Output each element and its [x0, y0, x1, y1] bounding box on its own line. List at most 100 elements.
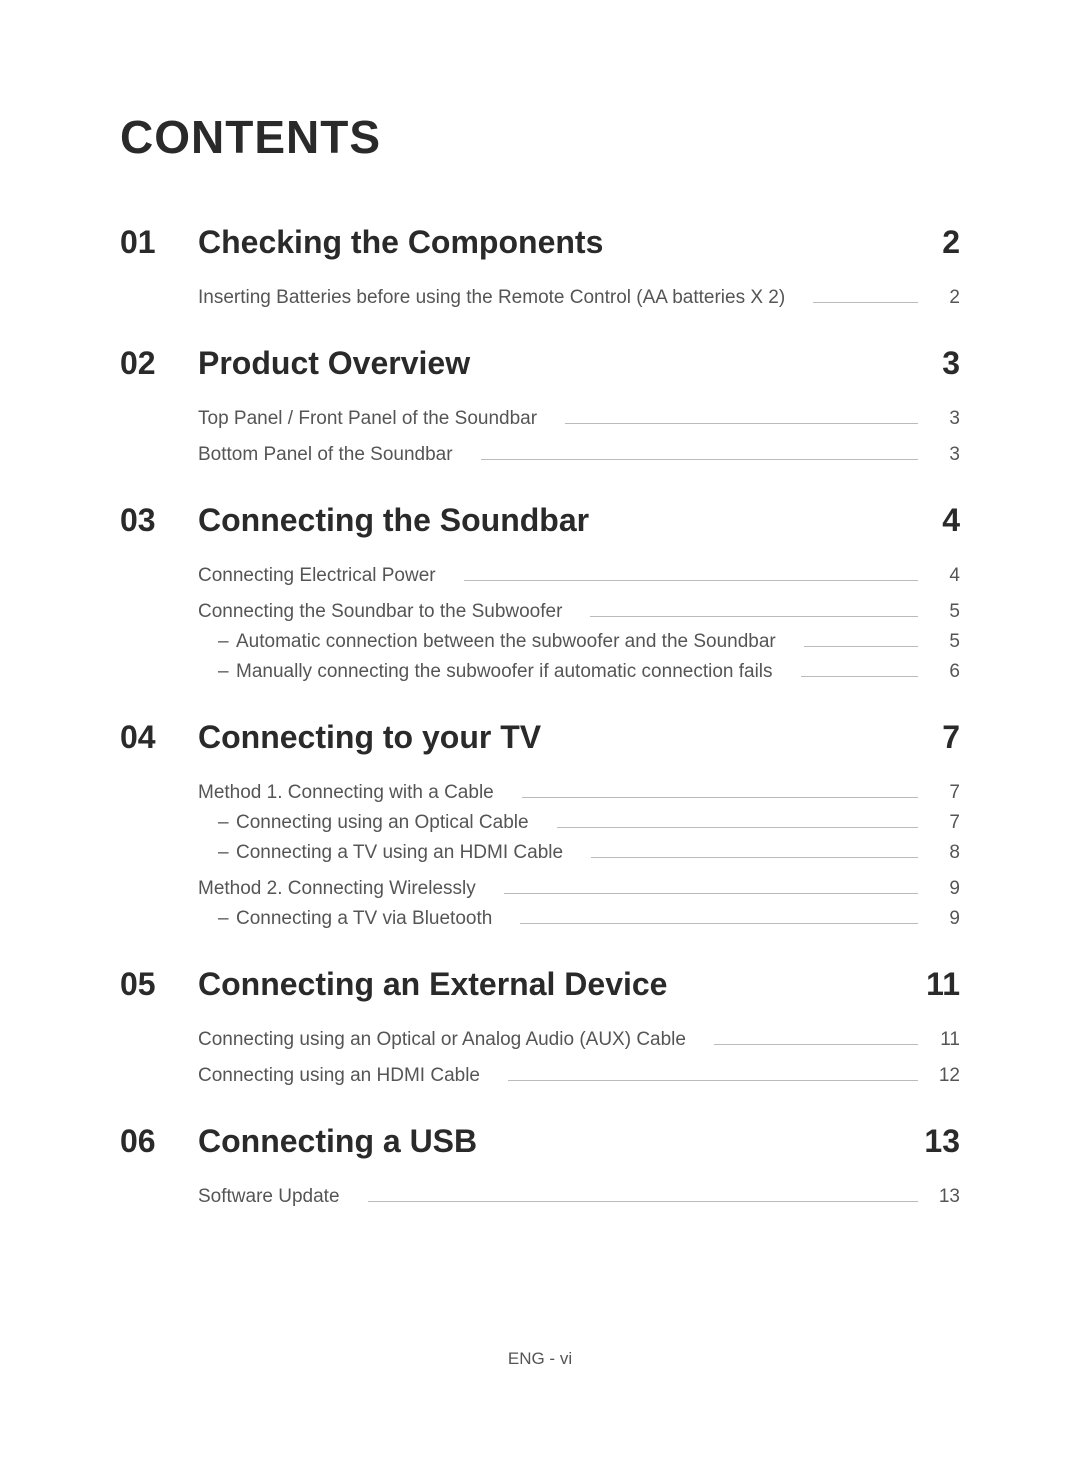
toc-section-head: 04Connecting to your TV7 [120, 719, 960, 756]
dash-icon: – [218, 661, 236, 683]
toc-entry: Connecting the Soundbar to the Subwoofer… [198, 601, 960, 623]
toc-leader-line [520, 923, 918, 924]
toc-section-page: 3 [920, 345, 960, 382]
toc-entry-page: 5 [936, 601, 960, 623]
toc-leader-line [804, 646, 918, 647]
toc-entries: Software Update13 [120, 1186, 960, 1208]
toc-section-page: 7 [920, 719, 960, 756]
toc-entry-text: Bottom Panel of the Soundbar [198, 444, 453, 466]
toc-entry-page: 12 [936, 1065, 960, 1087]
toc-entry: Top Panel / Front Panel of the Soundbar 3 [198, 408, 960, 430]
toc-entry-page: 2 [936, 287, 960, 309]
toc-entries: Inserting Batteries before using the Rem… [120, 287, 960, 309]
toc-entry-text: Inserting Batteries before using the Rem… [198, 287, 785, 309]
toc-leader-line [522, 797, 918, 798]
toc-section-head: 06Connecting a USB13 [120, 1123, 960, 1160]
toc-entry-text: Method 1. Connecting with a Cable [198, 782, 494, 804]
toc-section: 05Connecting an External Device11 Connect… [120, 966, 960, 1087]
toc-leader-line [481, 459, 918, 460]
toc-entry-text: Connecting using an HDMI Cable [198, 1065, 480, 1087]
toc-entry-page: 7 [936, 812, 960, 834]
toc-entry-text: Connecting Electrical Power [198, 565, 436, 587]
toc-leader-line [813, 302, 918, 303]
page-footer: ENG - vi [0, 1349, 1080, 1369]
toc-entry-text: Top Panel / Front Panel of the Soundbar [198, 408, 537, 430]
toc-entry-page: 3 [936, 444, 960, 466]
dash-icon: – [218, 842, 236, 864]
toc-section-page: 2 [920, 224, 960, 261]
toc-entry-text: –Connecting a TV using an HDMI Cable [218, 842, 563, 864]
toc-section-title: Checking the Components [198, 224, 920, 261]
toc-section-number: 01 [120, 224, 198, 261]
toc-entry-text: Method 2. Connecting Wirelessly [198, 878, 476, 900]
toc-leader-line [368, 1201, 918, 1202]
toc-section-number: 02 [120, 345, 198, 382]
toc-section-number: 04 [120, 719, 198, 756]
toc-section: 06Connecting a USB13Software Update13 [120, 1123, 960, 1208]
toc-entry-text: –Connecting a TV via Bluetooth [218, 908, 492, 930]
dash-icon: – [218, 812, 236, 834]
page-title: CONTENTS [120, 110, 960, 164]
toc-leader-line [801, 676, 918, 677]
toc-section-head: 03Connecting the Soundbar4 [120, 502, 960, 539]
toc-entry-text: Connecting using an Optical or Analog Au… [198, 1029, 686, 1051]
toc-leader-line [508, 1080, 918, 1081]
toc-section-number: 05 [120, 966, 198, 1003]
dash-icon: – [218, 908, 236, 930]
dash-icon: – [218, 631, 236, 653]
toc-entries: Method 1. Connecting with a Cable7–Conne… [120, 782, 960, 930]
toc-leader-line [591, 857, 918, 858]
toc-entry-page: 4 [936, 565, 960, 587]
toc-leader-line [565, 423, 918, 424]
toc-entry: –Connecting a TV via Bluetooth 9 [198, 908, 960, 930]
toc-section: 04Connecting to your TV7Method 1. Connec… [120, 719, 960, 930]
toc-section-head: 02Product Overview3 [120, 345, 960, 382]
toc-entry-page: 8 [936, 842, 960, 864]
toc-leader-line [557, 827, 918, 828]
toc-entry-text: –Automatic connection between the subwoo… [218, 631, 776, 653]
toc-entries: Connecting Electrical Power 4 Connecting t… [120, 565, 960, 683]
toc-entry: Bottom Panel of the Soundbar 3 [198, 444, 960, 466]
toc-entry-text: Connecting the Soundbar to the Subwoofer [198, 601, 562, 623]
toc-entry: Connecting using an Optical or Analog Au… [198, 1029, 960, 1051]
toc-entry-page: 7 [936, 782, 960, 804]
toc-section-page: 13 [920, 1123, 960, 1160]
toc-leader-line [714, 1044, 918, 1045]
toc-section-title: Connecting to your TV [198, 719, 920, 756]
toc-section-page: 11 [920, 966, 960, 1003]
toc-entry: Method 1. Connecting with a Cable 7 [198, 782, 960, 804]
toc-section-title: Connecting a USB [198, 1123, 920, 1160]
toc-entry: –Automatic connection between the subwoo… [198, 631, 960, 653]
toc-entry: –Connecting a TV using an HDMI Cable 8 [198, 842, 960, 864]
toc-entry-page: 11 [936, 1029, 960, 1051]
toc-entry-text: –Connecting using an Optical Cable [218, 812, 529, 834]
toc-section-title: Product Overview [198, 345, 920, 382]
toc-entry-page: 6 [936, 661, 960, 683]
toc-section-head: 05Connecting an External Device11 [120, 966, 960, 1003]
toc-leader-line [590, 616, 918, 617]
toc-entry-text: –Manually connecting the subwoofer if au… [218, 661, 773, 683]
toc-entry-text: Software Update [198, 1186, 340, 1208]
toc-entries: Top Panel / Front Panel of the Soundbar 3… [120, 408, 960, 466]
toc-section-page: 4 [920, 502, 960, 539]
toc-section-title: Connecting the Soundbar [198, 502, 920, 539]
toc-section: 03Connecting the Soundbar4Connecting Ele… [120, 502, 960, 683]
toc-entry: –Manually connecting the subwoofer if au… [198, 661, 960, 683]
toc-entry: Method 2. Connecting Wirelessly 9 [198, 878, 960, 900]
toc-entry-page: 3 [936, 408, 960, 430]
toc-section: 01Checking the Components2Inserting Batt… [120, 224, 960, 309]
toc-leader-line [464, 580, 918, 581]
table-of-contents: 01Checking the Components2Inserting Batt… [120, 224, 960, 1208]
toc-leader-line [504, 893, 918, 894]
toc-section-number: 06 [120, 1123, 198, 1160]
toc-entry: Connecting Electrical Power 4 [198, 565, 960, 587]
toc-entry: Connecting using an HDMI Cable 12 [198, 1065, 960, 1087]
toc-section: 02Product Overview3Top Panel / Front Pan… [120, 345, 960, 466]
toc-entry: Inserting Batteries before using the Rem… [198, 287, 960, 309]
toc-entry: Software Update13 [198, 1186, 960, 1208]
toc-entries: Connecting using an Optical or Analog Au… [120, 1029, 960, 1087]
toc-entry-page: 9 [936, 908, 960, 930]
toc-entry-page: 9 [936, 878, 960, 900]
toc-entry: –Connecting using an Optical Cable 7 [198, 812, 960, 834]
toc-section-number: 03 [120, 502, 198, 539]
